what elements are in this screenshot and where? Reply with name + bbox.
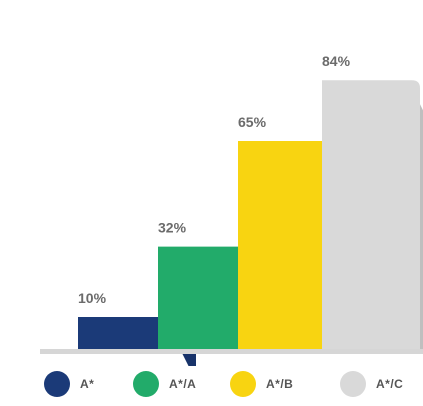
value-label: 84%: [322, 53, 351, 69]
legend-swatch: [133, 371, 159, 397]
legend: A* A*/A A*/B A*/C: [0, 366, 423, 402]
legend-label: A*/C: [376, 377, 404, 391]
legend-item-a-star-b: A*/B: [230, 366, 293, 402]
legend-item-a-star: A*: [44, 366, 94, 402]
bar-shape: [158, 246, 256, 349]
bar-shape: [238, 141, 336, 349]
legend-item-a-star-a: A*/A: [133, 366, 196, 402]
legend-swatch: [44, 371, 70, 397]
bar-chart: 10% 32% 65% 84%: [40, 53, 423, 366]
legend-item-a-star-c: A*/C: [340, 366, 403, 402]
legend-label: A*/A: [169, 377, 197, 391]
value-label: 32%: [158, 220, 187, 236]
bar-shape: [78, 317, 176, 349]
x-axis-baseline: [40, 349, 423, 354]
bar-1: [158, 246, 256, 349]
legend-label: A*/B: [266, 377, 294, 391]
bar-shape: [322, 80, 420, 349]
bar-3: [322, 80, 420, 349]
bar-0: [78, 317, 176, 349]
legend-label: A*: [80, 377, 95, 391]
legend-swatch: [230, 371, 256, 397]
value-label: 65%: [238, 114, 267, 130]
legend-swatch: [340, 371, 366, 397]
value-label: 10%: [78, 290, 107, 306]
bar-2: [238, 141, 336, 349]
